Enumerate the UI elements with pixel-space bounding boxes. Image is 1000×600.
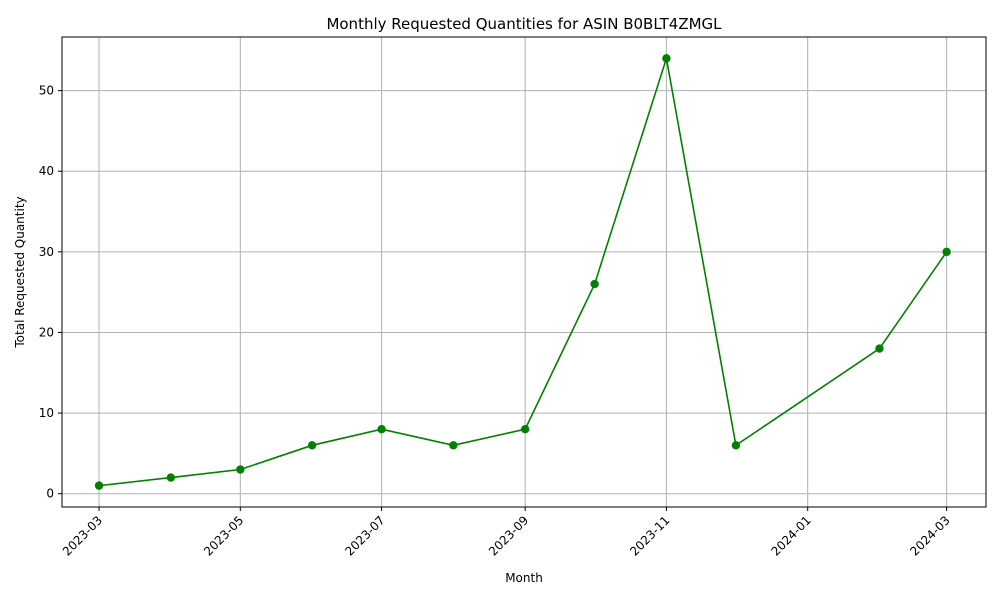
x-tick-label: 2023-09 [486,513,531,558]
plot-frame [61,36,987,508]
data-point [307,441,317,450]
grid [62,37,986,507]
y-axis: 0 10 20 30 40 50 [39,84,62,501]
data-point [731,441,741,450]
x-tick-label: 2023-03 [60,513,105,558]
chart-title: Monthly Requested Quantities for ASIN B0… [326,15,722,33]
data-point [94,481,104,490]
y-tick-label: 30 [39,245,54,259]
data-point [520,425,530,434]
x-tick-label: 2024-01 [768,513,813,558]
x-tick-label: 2023-05 [201,513,246,558]
y-tick-label: 50 [39,84,54,98]
data-point [875,344,884,353]
data-point [449,441,458,450]
y-tick-label: 40 [39,164,54,178]
data-point [166,473,176,482]
y-tick-label: 0 [46,487,54,501]
x-axis: 2023-03 2023-05 2023-07 2023-09 2023-11 2024-… [60,507,953,559]
x-tick-label: 2024-03 [907,513,952,558]
x-tick-label: 2023-11 [627,513,672,558]
y-tick-label: 20 [39,325,54,339]
y-axis-label: Total Requested Quantity [13,196,27,348]
x-tick-label: 2023-07 [342,513,387,558]
y-tick-label: 10 [39,406,54,420]
series-line [98,58,948,487]
x-axis-label: Month [505,571,543,585]
data-point [942,247,951,257]
data-point [662,54,671,63]
series-layer [94,54,951,490]
data-point [590,279,599,289]
data-point [236,465,245,474]
data-point [377,425,386,434]
